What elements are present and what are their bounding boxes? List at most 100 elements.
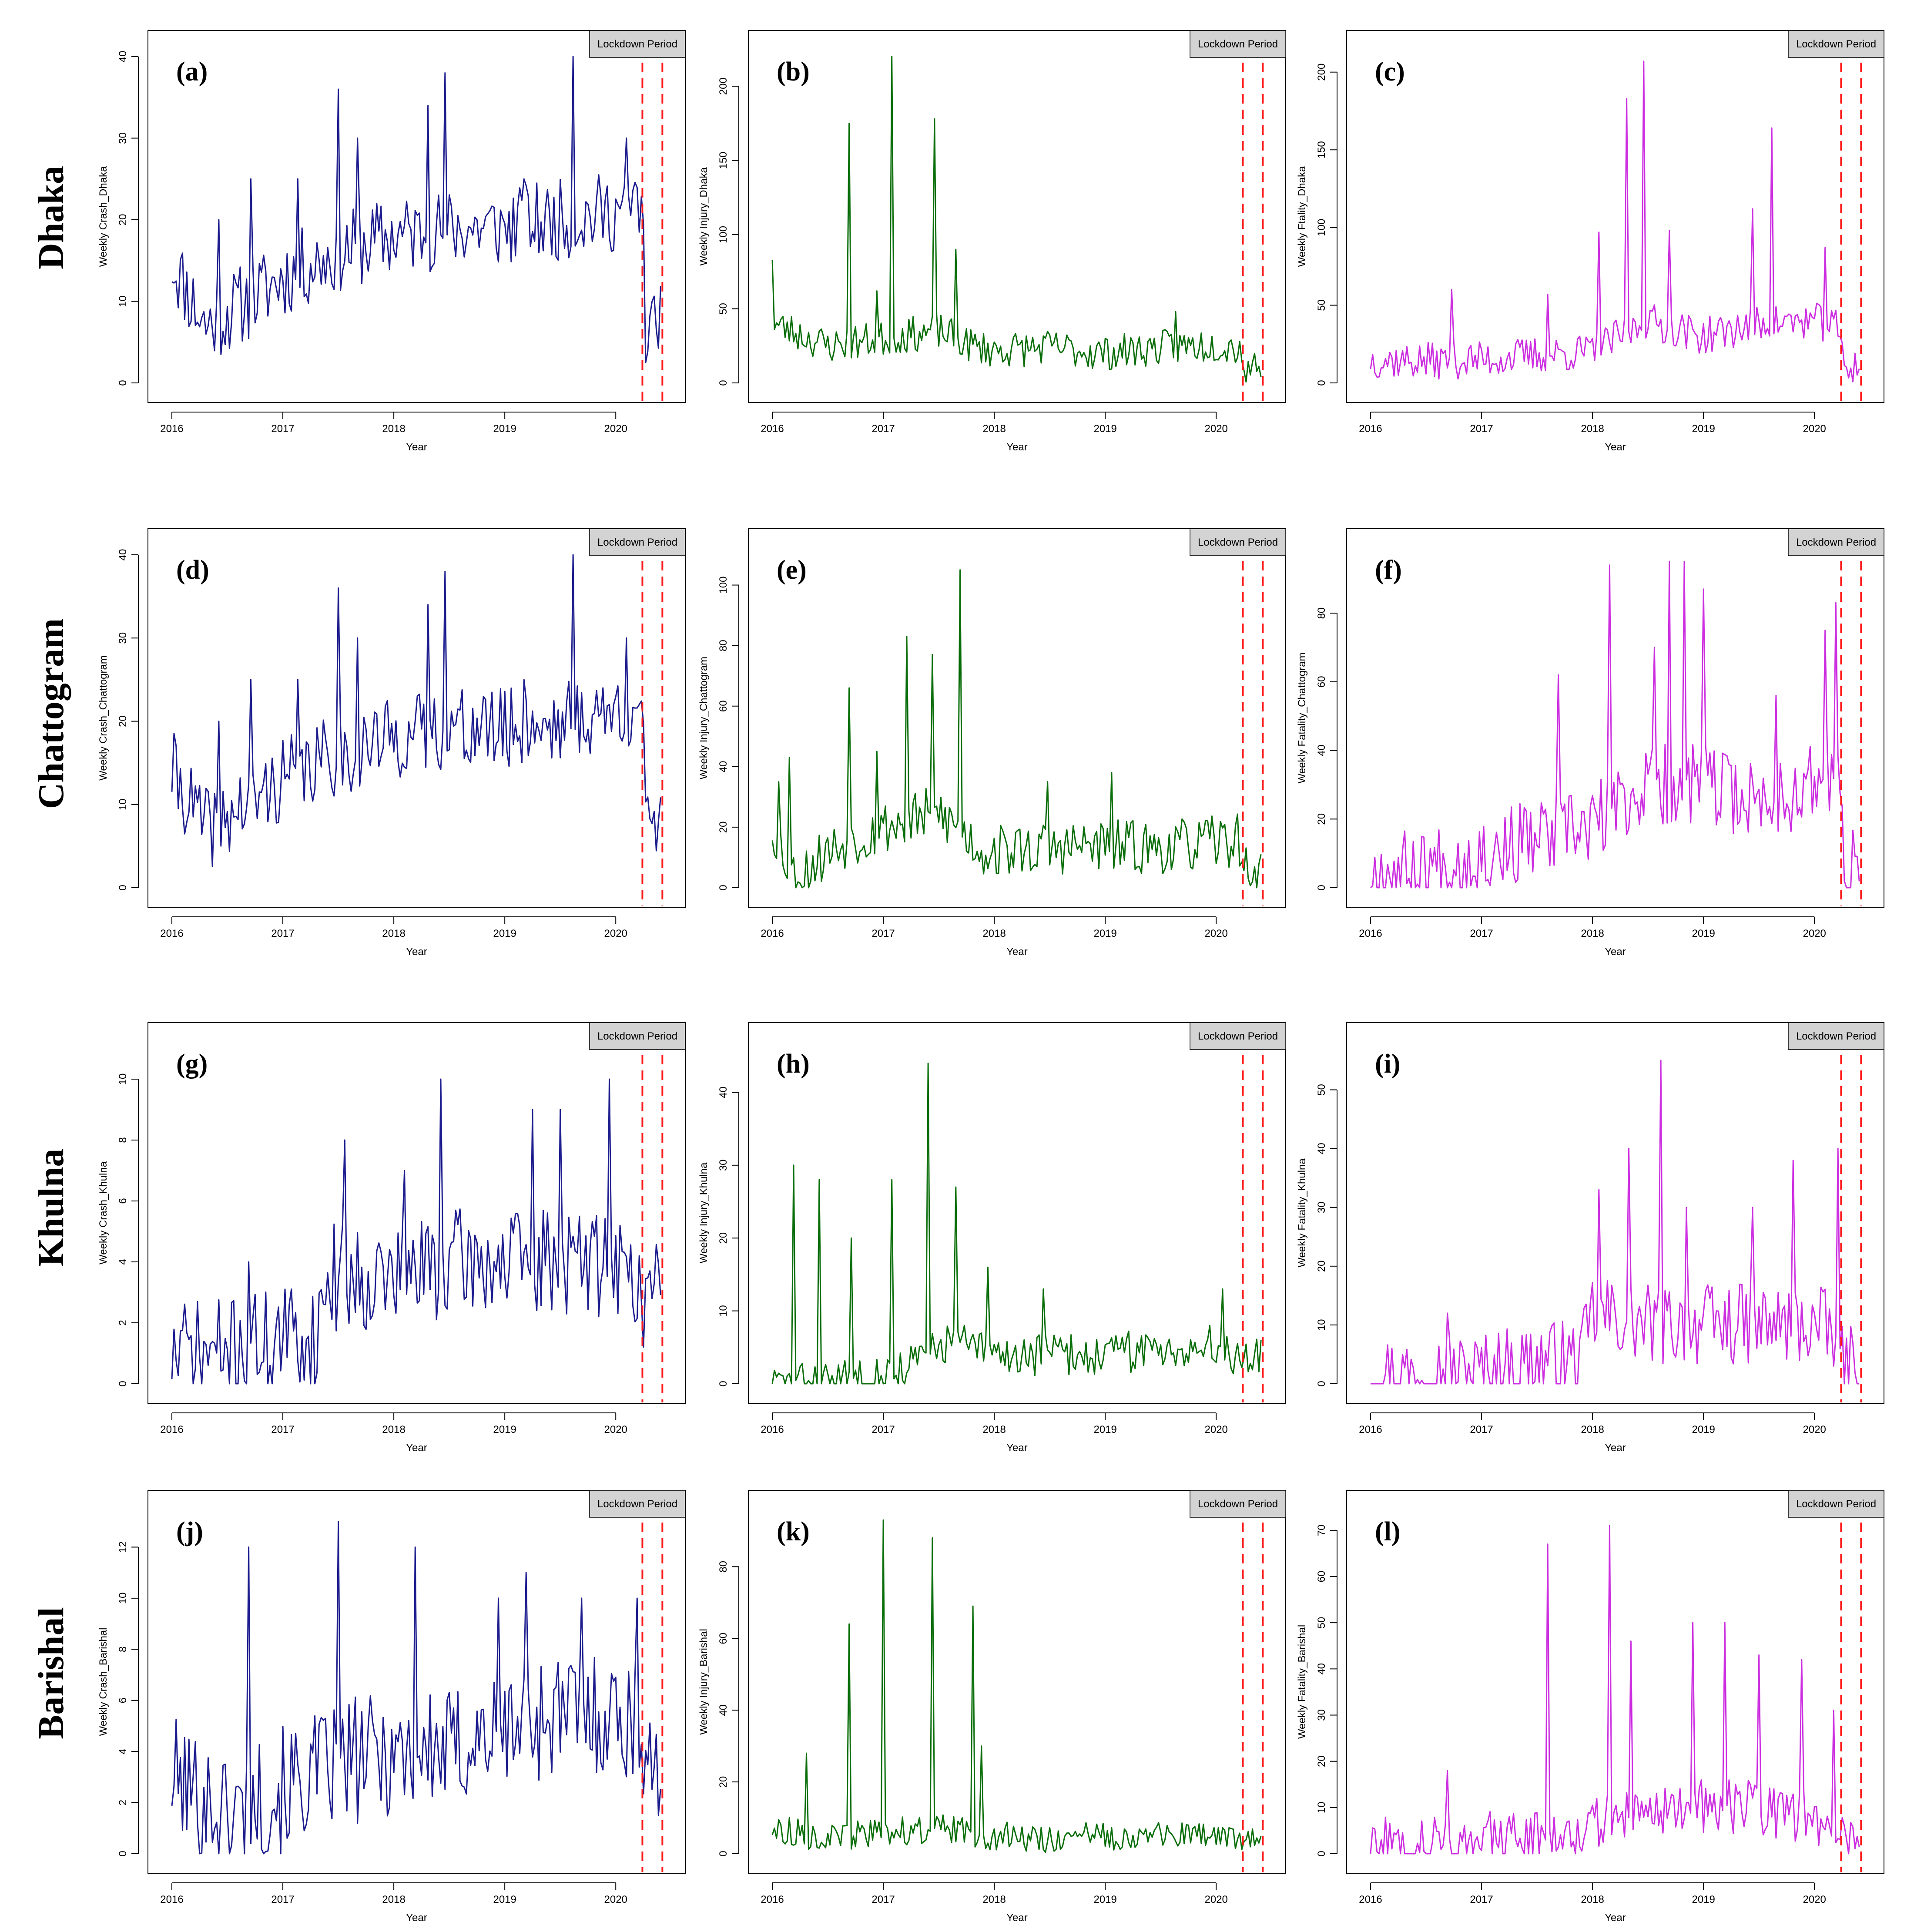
y-tick-label: 4 bbox=[117, 1259, 129, 1265]
chart-panel-g: Lockdown Period (g) 0 2 4 6 8 10 Weekly Crash_Kh… bbox=[97, 1022, 686, 1454]
y-axis-title: Weekly Crash_Dhaka bbox=[97, 166, 109, 267]
plot-frame bbox=[748, 528, 1286, 908]
x-tick-label: 2016 bbox=[1359, 1894, 1382, 1905]
plot-frame bbox=[748, 1022, 1286, 1404]
x-tick-label: 2018 bbox=[382, 423, 405, 435]
legend-label: Lockdown Period bbox=[1198, 38, 1278, 50]
y-tick-label: 0 bbox=[717, 1381, 729, 1386]
y-axis-title: Weekly Fatality_Chattogram bbox=[1296, 652, 1308, 783]
y-tick-label: 40 bbox=[117, 51, 129, 63]
y-tick-label: 0 bbox=[717, 1851, 729, 1856]
x-tick-label: 2019 bbox=[1692, 1894, 1715, 1905]
y-tick-label: 30 bbox=[117, 132, 129, 144]
y-tick-label: 6 bbox=[117, 1198, 129, 1204]
legend-box bbox=[589, 30, 686, 58]
y-tick-label: 40 bbox=[117, 549, 129, 561]
y-tick-label: 40 bbox=[717, 1704, 729, 1716]
x-tick-label: 2016 bbox=[1359, 928, 1382, 939]
panel-letter: (b) bbox=[777, 57, 810, 87]
y-axis-title: Weekly Crash_Chattogram bbox=[97, 655, 109, 781]
x-tick-label: 2017 bbox=[872, 928, 895, 939]
x-tick-label: 2018 bbox=[382, 1894, 405, 1905]
x-axis-title: Year bbox=[406, 1442, 427, 1454]
chart-panel-b: Lockdown Period (b) 0 50 100 150 200 Weekly Inj… bbox=[698, 30, 1286, 453]
y-axis-title: Weekly Injury_Chattogram bbox=[698, 657, 710, 779]
y-tick-label: 200 bbox=[717, 77, 729, 95]
y-tick-label: 40 bbox=[717, 761, 729, 772]
x-tick-label: 2019 bbox=[1093, 1424, 1116, 1436]
series-line-fatality bbox=[1370, 561, 1860, 889]
x-tick-label: 2016 bbox=[160, 928, 183, 939]
y-tick-label: 60 bbox=[717, 1633, 729, 1644]
legend-lockdown-period: Lockdown Period bbox=[1190, 30, 1286, 58]
panel-letter: (g) bbox=[176, 1049, 208, 1079]
x-tick-label: 2016 bbox=[761, 1424, 784, 1436]
x-axis-title: Year bbox=[1605, 1442, 1626, 1454]
x-tick-label: 2020 bbox=[1803, 1894, 1826, 1905]
plot-frame bbox=[1346, 30, 1884, 403]
chart-panel-a: Lockdown Period (a) 0 10 20 30 40 Weekly Crash_… bbox=[97, 30, 686, 453]
x-axis-title: Year bbox=[406, 946, 427, 958]
y-tick-label: 20 bbox=[117, 715, 129, 727]
plot-frame bbox=[1346, 528, 1884, 908]
x-axis-title: Year bbox=[1006, 946, 1028, 958]
y-tick-label: 60 bbox=[1316, 1571, 1327, 1583]
y-tick-label: 20 bbox=[117, 214, 129, 226]
y-tick-label: 70 bbox=[1316, 1524, 1327, 1536]
y-tick-label: 0 bbox=[1316, 885, 1327, 890]
legend-box bbox=[1788, 1022, 1884, 1050]
y-tick-label: 0 bbox=[117, 380, 129, 386]
y-axis-title: Weekly Ftality_Dhaka bbox=[1296, 166, 1308, 267]
x-tick-label: 2018 bbox=[382, 928, 405, 939]
y-tick-label: 8 bbox=[117, 1137, 129, 1143]
x-tick-label: 2019 bbox=[493, 1424, 516, 1436]
plot-frame bbox=[1346, 1490, 1884, 1874]
x-tick-label: 2020 bbox=[1803, 1424, 1826, 1436]
x-tick-label: 2020 bbox=[604, 1894, 627, 1905]
x-axis-title: Year bbox=[1006, 1912, 1028, 1924]
y-tick-label: 30 bbox=[1316, 1709, 1327, 1721]
x-tick-label: 2020 bbox=[1205, 1894, 1228, 1905]
x-tick-label: 2019 bbox=[493, 1894, 516, 1905]
series-line-injury bbox=[771, 569, 1262, 889]
x-axis-title: Year bbox=[1006, 441, 1028, 453]
y-tick-label: 50 bbox=[1316, 1617, 1327, 1629]
legend-box bbox=[1788, 1490, 1884, 1518]
panel-letter: (c) bbox=[1375, 57, 1405, 87]
y-tick-label: 12 bbox=[117, 1541, 129, 1553]
x-tick-label: 2016 bbox=[1359, 1424, 1382, 1436]
legend-box bbox=[589, 528, 686, 556]
series-line-crash bbox=[171, 554, 661, 867]
y-tick-label: 100 bbox=[717, 577, 729, 594]
row-label-khulna: Khulna bbox=[31, 1149, 71, 1267]
legend-label: Lockdown Period bbox=[1198, 1030, 1278, 1042]
x-axis-title: Year bbox=[1605, 946, 1626, 958]
series-line-fatality bbox=[1370, 1525, 1860, 1855]
legend-box bbox=[1190, 528, 1286, 556]
legend-lockdown-period: Lockdown Period bbox=[589, 528, 686, 556]
legend-box bbox=[1190, 1490, 1286, 1518]
row-label-barishal: Barishal bbox=[31, 1607, 71, 1739]
legend-box bbox=[1788, 528, 1884, 556]
x-tick-label: 2019 bbox=[1093, 1894, 1116, 1905]
panel-letter: (e) bbox=[777, 555, 807, 585]
series-line-fatality bbox=[1370, 60, 1860, 382]
x-tick-label: 2019 bbox=[493, 928, 516, 939]
x-tick-label: 2020 bbox=[1205, 1424, 1228, 1436]
y-tick-label: 0 bbox=[717, 885, 729, 890]
x-tick-label: 2020 bbox=[1205, 423, 1228, 435]
y-tick-label: 50 bbox=[717, 303, 729, 315]
chart-panel-c: Lockdown Period (c) 0 50 100 150 200 Weekly Fta… bbox=[1296, 30, 1884, 453]
x-tick-label: 2017 bbox=[271, 1894, 294, 1905]
panel-letter: (k) bbox=[777, 1517, 810, 1546]
y-tick-label: 2 bbox=[117, 1800, 129, 1805]
x-tick-label: 2017 bbox=[271, 1424, 294, 1436]
chart-panel-f: Lockdown Period (f) 0 20 40 60 80 Weekly Fatali… bbox=[1296, 528, 1884, 958]
panel-letter: (i) bbox=[1375, 1049, 1401, 1079]
series-line-crash bbox=[171, 1521, 661, 1855]
y-tick-label: 0 bbox=[117, 1381, 129, 1386]
y-axis-title: Weekly Crash_Khulna bbox=[97, 1161, 109, 1265]
y-tick-label: 4 bbox=[117, 1748, 129, 1754]
legend-label: Lockdown Period bbox=[597, 1030, 677, 1042]
